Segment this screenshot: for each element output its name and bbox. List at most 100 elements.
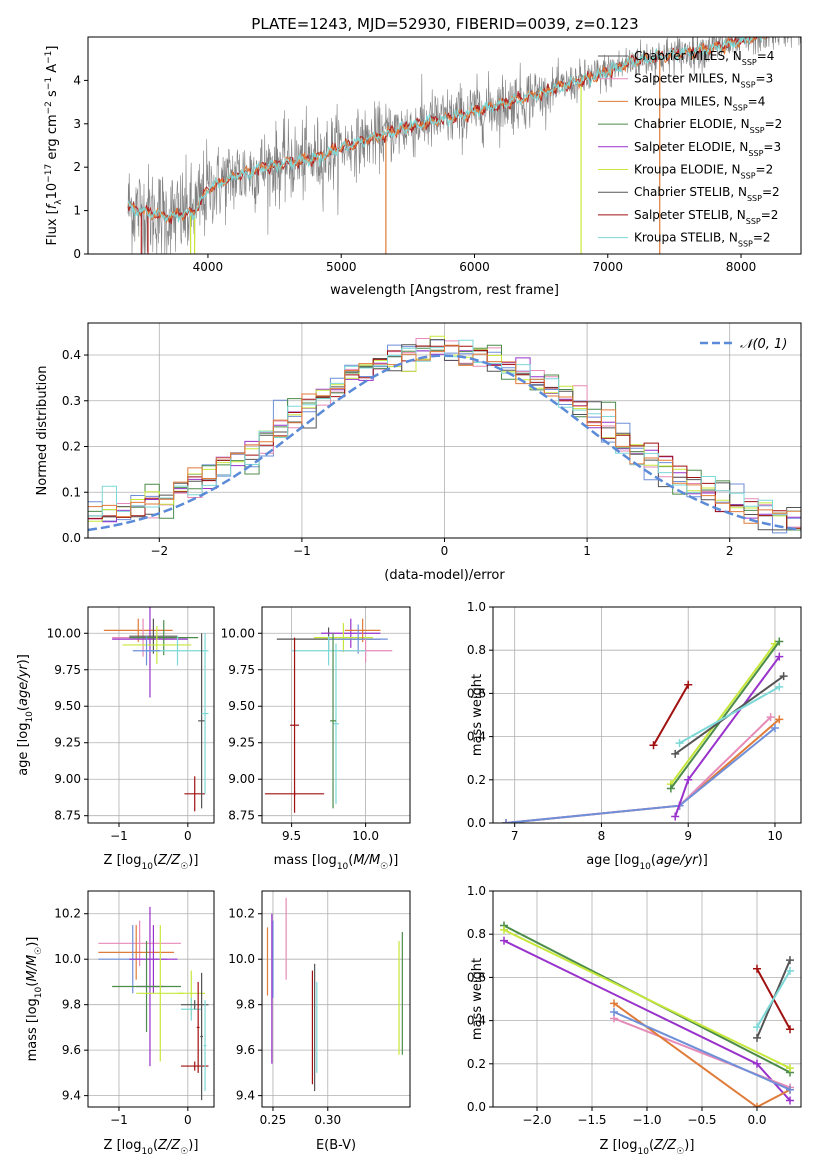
legend-label: Chabrier MILES, NSSP=4 — [634, 49, 774, 67]
y-axis-label: mass [log10(M/M☉)] — [25, 937, 44, 1062]
legend-tail: =3 — [763, 140, 781, 154]
line-series — [675, 682, 784, 748]
errorbar-point — [180, 1061, 209, 1071]
series-marker — [666, 784, 675, 793]
y-tick-label: 0.0 — [467, 816, 486, 830]
line-series — [649, 680, 693, 750]
y-tick-label: 1.0 — [467, 600, 486, 614]
plot-area — [88, 335, 801, 534]
label-part: Z [log — [104, 1138, 142, 1153]
label-part: ] — [45, 46, 60, 51]
x-axis-label: Z [log10(Z/Z☉)] — [104, 853, 199, 872]
series-marker — [753, 964, 761, 973]
legend-sub: SSP — [738, 239, 753, 248]
label-part: 10 — [637, 1147, 649, 1157]
label-part: 10 — [141, 1147, 153, 1157]
legend-tail: =4 — [748, 94, 766, 108]
series-line — [505, 716, 772, 823]
series-marker — [502, 819, 511, 823]
x-tick-label: 9 — [684, 829, 692, 843]
x-tick-label: 0.0 — [747, 1113, 766, 1127]
x-tick-label: 6000 — [459, 260, 490, 274]
plot-area — [103, 607, 209, 812]
series-marker — [766, 713, 775, 722]
errorbar-point — [330, 633, 336, 809]
legend-label: Kroupa ELODIE, NSSP=2 — [634, 163, 773, 181]
label-part: −1 — [44, 77, 54, 90]
label-part: ( — [348, 853, 353, 868]
axes-frame — [87, 36, 802, 255]
y-tick-label: 9.4 — [62, 1089, 81, 1103]
legend-text: Chabrier STELIB, N — [634, 185, 747, 199]
y-tick-label: 10.0 — [54, 952, 81, 966]
histogram-series — [88, 339, 801, 517]
axes-frame — [261, 890, 411, 1108]
label-part: erg cm — [45, 114, 60, 163]
legend-label: Kroupa STELIB, NSSP=2 — [634, 231, 771, 249]
legend-sub: SSP — [748, 148, 763, 157]
label-part: −1 — [44, 51, 54, 64]
legend-text: Kroupa STELIB, N — [634, 231, 738, 245]
spectrum-panel: 4000 5000 6000 7000 8000 0 1 2 3 4 wavelength [Ang… — [44, 36, 802, 298]
y-axis-label: Normed distribution — [35, 366, 50, 496]
plot-area — [266, 897, 403, 1092]
y-tick-label: 2 — [73, 160, 81, 174]
series-marker — [753, 1023, 761, 1032]
legend-sub: SSP — [733, 103, 748, 112]
y-axis-label: mass weight — [470, 958, 485, 1040]
series-marker — [500, 925, 508, 934]
label-part: Z [log — [104, 853, 142, 868]
line-series — [666, 637, 784, 793]
residual-histogram-panel: −2 −1 0 1 2 0.0 0.1 0.2 0.3 0.4 (data-model)/error… — [35, 322, 802, 583]
errorbar-point — [129, 618, 178, 654]
y-tick-label: 0 — [73, 247, 81, 261]
grid — [493, 606, 801, 824]
mass-vs-metallicity-panel: −1 09.49.69.810.010.2Z [log10(Z/Z☉)]mass … — [25, 890, 215, 1157]
label-part: Z/Z — [157, 1138, 181, 1153]
label-part: age [log — [586, 853, 639, 868]
y-tick-label: 9.25 — [54, 736, 81, 750]
series-marker — [500, 936, 508, 945]
series-line — [613, 1002, 791, 1107]
series-marker — [753, 1033, 761, 1042]
y-tick-label: 9.8 — [236, 998, 255, 1012]
label-part: )] — [388, 853, 398, 868]
y-tick-label: 1 — [73, 204, 81, 218]
axes-frame — [492, 606, 802, 824]
x-axis-label: wavelength [Angstrom, rest frame] — [330, 283, 559, 298]
errorbar-point — [136, 925, 185, 1062]
x-axis-label: E(B-V) — [316, 1138, 356, 1153]
label-part: )] — [684, 1138, 694, 1153]
legend-tail: =2 — [762, 185, 780, 199]
errorbar-point — [196, 981, 200, 1073]
errorbar-point — [290, 637, 299, 813]
x-tick-label: −2 — [150, 544, 168, 558]
line-series — [671, 652, 784, 821]
plot-area — [500, 921, 794, 1107]
series-line — [652, 684, 690, 746]
label-part: Z/Z — [157, 853, 181, 868]
plot-area — [127, 37, 801, 254]
series-marker — [775, 637, 784, 646]
label-part: ☉ — [380, 862, 388, 872]
line-series — [502, 723, 779, 823]
label-part: s — [45, 90, 60, 101]
series-marker — [684, 775, 693, 784]
label-part: )] — [188, 1138, 198, 1153]
legend-sub: SSP — [750, 126, 765, 135]
x-tick-label: 0 — [441, 544, 449, 558]
legend-label: Chabrier STELIB, NSSP=2 — [634, 185, 780, 203]
y-tick-label: 9.6 — [62, 1043, 81, 1057]
errorbar-point — [129, 620, 199, 656]
x-tick-label: −1 — [110, 829, 128, 843]
label-part: ( — [153, 853, 158, 868]
legend-sub: SSP — [741, 80, 756, 89]
y-tick-label: 10.2 — [228, 907, 255, 921]
series-marker — [775, 652, 784, 661]
x-tick-label: 2 — [726, 544, 734, 558]
errorbar-point — [200, 972, 203, 1101]
y-tick-label: 9.8 — [62, 998, 81, 1012]
errorbar-point — [321, 618, 381, 648]
errorbar-point — [132, 636, 161, 666]
